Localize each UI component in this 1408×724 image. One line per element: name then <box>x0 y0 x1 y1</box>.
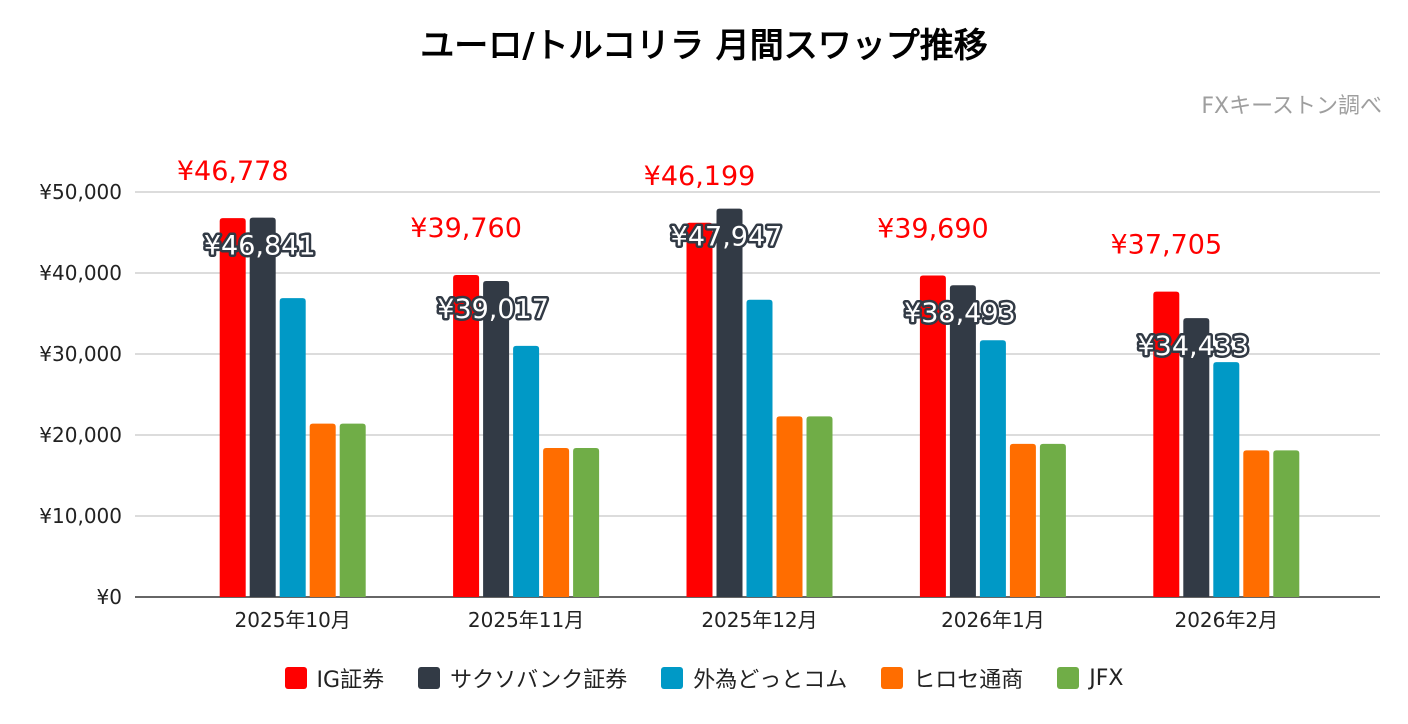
data-label-ig: ¥46,199 <box>644 161 756 192</box>
bar <box>453 274 480 597</box>
legend-label: JFX <box>1089 665 1124 691</box>
data-label-saxo: ¥47,947 <box>671 222 783 253</box>
bar <box>513 345 540 597</box>
legend-swatch <box>661 667 684 689</box>
y-tick-label: ¥50,000 <box>39 180 122 204</box>
legend-item: 外為どっとコム <box>661 662 847 694</box>
data-label-saxo: ¥46,841 <box>204 231 316 262</box>
x-tick-label: 2025年10月 <box>235 608 351 632</box>
y-tick-label: ¥20,000 <box>39 423 122 447</box>
bar <box>1183 318 1210 597</box>
chart-title: ユーロ/トルコリラ 月間スワップ推移 <box>420 26 988 66</box>
y-tick-label: ¥30,000 <box>39 342 122 366</box>
bar <box>309 423 336 597</box>
bar <box>1243 450 1270 597</box>
y-tick-label: ¥0 <box>97 585 122 609</box>
bar <box>979 340 1006 597</box>
legend-swatch <box>881 667 904 689</box>
legend-item: サクソバンク証券 <box>418 662 627 694</box>
bar <box>279 298 306 597</box>
data-label-saxo: ¥38,493 <box>904 298 1016 329</box>
bar <box>1009 443 1036 597</box>
bar <box>776 416 803 597</box>
legend-item: JFX <box>1057 662 1123 694</box>
legend: IG証券 サクソバンク証券 外為どっとコム ヒロセ通商 JFX <box>0 662 1408 694</box>
bar <box>686 222 713 598</box>
legend-swatch <box>1057 667 1080 689</box>
legend-swatch <box>284 667 307 689</box>
x-tick-label: 2025年11月 <box>468 608 584 632</box>
bar <box>1039 443 1066 597</box>
data-label-saxo: ¥34,433 <box>1137 331 1249 362</box>
bar <box>716 208 743 597</box>
data-label-ig: ¥39,690 <box>877 214 989 245</box>
bar <box>339 423 366 597</box>
legend-label: ヒロセ通商 <box>913 668 1024 693</box>
data-label-ig: ¥37,705 <box>1110 230 1222 261</box>
bar <box>543 447 570 597</box>
x-tick-label: 2026年1月 <box>941 608 1045 632</box>
legend-item: ヒロセ通商 <box>881 662 1023 694</box>
data-label-ig: ¥39,760 <box>410 213 522 244</box>
bar <box>483 280 510 597</box>
legend-label: IG証券 <box>316 668 385 693</box>
legend-label: 外為どっとコム <box>693 668 848 693</box>
legend-label: サクソバンク証券 <box>450 668 628 693</box>
y-tick-label: ¥40,000 <box>39 261 122 285</box>
bar <box>249 217 276 598</box>
legend-item: IG証券 <box>284 662 385 694</box>
source-note: FXキーストン調べ <box>1201 94 1382 119</box>
y-tick-label: ¥10,000 <box>39 504 122 528</box>
bar <box>949 285 976 597</box>
bar <box>1213 362 1240 597</box>
x-tick-label: 2026年2月 <box>1174 608 1278 632</box>
legend-swatch <box>418 667 441 689</box>
bar <box>573 447 600 597</box>
bar <box>746 299 773 597</box>
bar <box>806 416 833 597</box>
bar <box>1153 291 1180 597</box>
bar <box>919 275 946 597</box>
data-label-saxo: ¥39,017 <box>437 294 549 325</box>
x-tick-label: 2025年12月 <box>701 608 817 632</box>
bar <box>1273 450 1300 597</box>
data-label-ig: ¥46,778 <box>177 156 289 187</box>
bar <box>219 218 246 597</box>
